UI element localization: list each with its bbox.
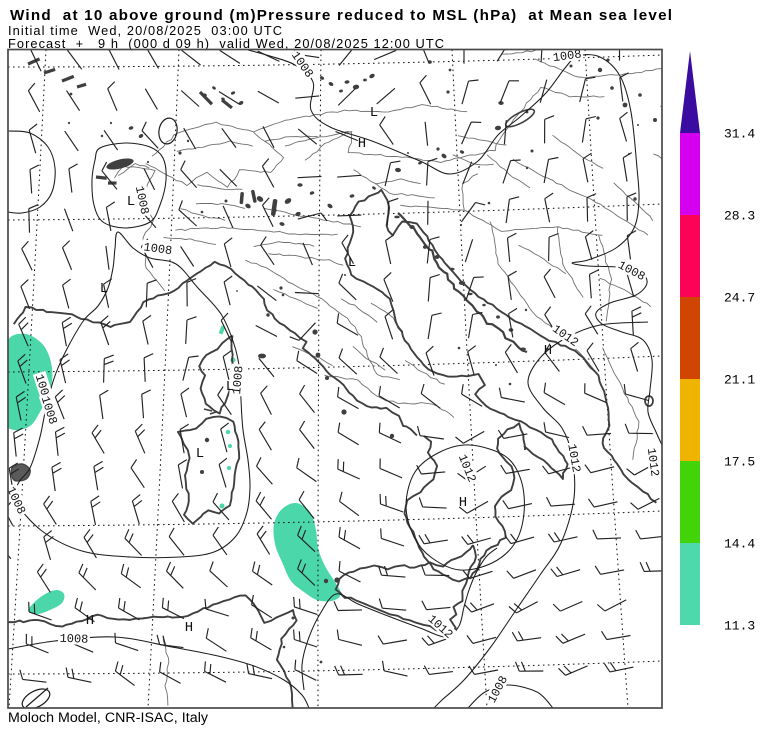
svg-text:1008: 1008 <box>230 365 246 395</box>
svg-text:H: H <box>544 343 552 359</box>
svg-text:Forecast + 9 h (000 d 09 h: Forecast + 9 h (000 d 09 h) valid Wed, 2… <box>8 36 444 51</box>
svg-text:11.3: 11.3 <box>724 619 755 634</box>
svg-text:1012: 1012 <box>644 447 662 477</box>
svg-text:Initial time Wed, 20/08/2025: Initial time Wed, 20/08/2025 03:00 UTC <box>8 23 282 38</box>
svg-text:1008: 1008 <box>143 240 173 258</box>
svg-text:1008: 1008 <box>59 632 88 647</box>
svg-text:28.3: 28.3 <box>724 209 755 224</box>
svg-text:14.4: 14.4 <box>724 537 755 552</box>
svg-text:Moloch Model, CNR-ISAC, Italy: Moloch Model, CNR-ISAC, Italy <box>8 710 209 726</box>
svg-text:L: L <box>348 255 356 271</box>
svg-text:L: L <box>370 105 378 121</box>
svg-text:1012: 1012 <box>564 443 583 474</box>
svg-text:H: H <box>86 613 94 629</box>
svg-text:17.5: 17.5 <box>724 455 755 470</box>
svg-text:1008: 1008 <box>552 47 582 65</box>
svg-text:H: H <box>185 620 193 636</box>
svg-text:1008: 1008 <box>132 185 152 216</box>
svg-text:21.1: 21.1 <box>724 373 755 388</box>
svg-text:H: H <box>358 136 366 152</box>
svg-text:H: H <box>459 495 467 511</box>
svg-text:31.4: 31.4 <box>724 127 755 142</box>
svg-text:L: L <box>100 281 108 297</box>
svg-text:L: L <box>127 194 135 210</box>
svg-text:L: L <box>226 379 234 395</box>
svg-text:L: L <box>196 446 204 462</box>
svg-text:24.7: 24.7 <box>724 291 755 306</box>
svg-text:Wind at 10 above ground (m)Pr: Wind at 10 above ground (m)Pressure redu… <box>10 7 672 24</box>
